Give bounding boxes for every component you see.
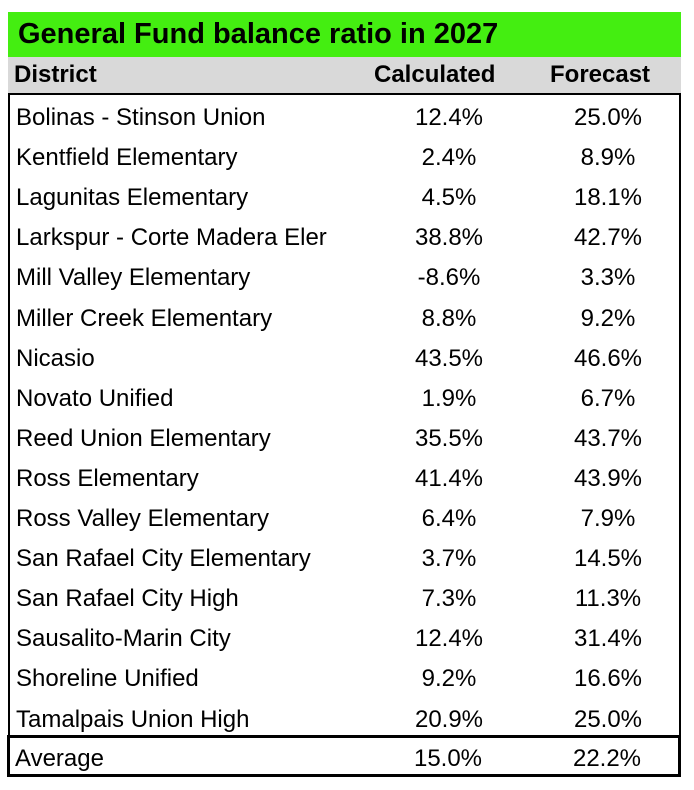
district-cell: Bolinas - Stinson Union — [16, 104, 266, 131]
table-row: San Rafael City Elementary 3.7% 14.5% — [8, 537, 681, 577]
calculated-cell: 35.5% — [414, 424, 484, 452]
average-label: Average — [15, 745, 104, 772]
forecast-cell: 14.5% — [573, 545, 643, 573]
district-cell: San Rafael City High — [16, 585, 239, 613]
calculated-cell: 3.7% — [421, 545, 477, 573]
table-row: Novato Unified 1.9% 6.7% — [8, 377, 681, 417]
table-row: Kentfield Elementary 2.4% 8.9% — [8, 136, 681, 176]
forecast-cell: 43.7% — [573, 424, 643, 452]
table-row: Lagunitas Elementary 4.5% 18.1% — [8, 176, 681, 216]
average-forecast: 22.2% — [572, 745, 642, 772]
table-row: Larkspur - Corte Madera Eler 38.8% 42.7% — [8, 216, 681, 256]
average-calculated: 15.0% — [413, 745, 483, 772]
table-row: Miller Creek Elementary 8.8% 9.2% — [8, 297, 681, 337]
calculated-cell: 6.4% — [421, 505, 477, 532]
calculated-cell: 4.5% — [421, 184, 477, 212]
calculated-cell: 38.8% — [414, 224, 484, 252]
district-cell: Sausalito-Marin City — [16, 625, 231, 653]
calculated-cell: 1.9% — [421, 384, 477, 412]
calculated-cell: 20.9% — [414, 705, 484, 733]
calculated-cell: 12.4% — [414, 104, 484, 131]
table-row: Mill Valley Elementary -8.6% 3.3% — [8, 256, 681, 296]
header-district: District — [14, 61, 97, 88]
header-row: District Calculated Forecast — [8, 57, 681, 93]
district-cell: Reed Union Elementary — [16, 424, 271, 452]
forecast-cell: 3.3% — [580, 264, 636, 292]
table-row: Nicasio 43.5% 46.6% — [8, 337, 681, 377]
district-cell: Mill Valley Elementary — [16, 264, 251, 292]
forecast-cell: 11.3% — [574, 585, 642, 613]
forecast-cell: 7.9% — [580, 505, 636, 532]
forecast-cell: 31.4% — [573, 625, 643, 653]
header-calculated: Calculated — [374, 61, 496, 88]
district-cell: Novato Unified — [16, 384, 174, 412]
district-cell: Shoreline Unified — [16, 665, 199, 693]
table-row: Ross Valley Elementary 6.4% 7.9% — [8, 497, 681, 537]
table-row: Sausalito-Marin City 12.4% 31.4% — [8, 617, 681, 657]
forecast-cell: 16.6% — [573, 665, 643, 693]
district-cell: Lagunitas Elementary — [16, 184, 249, 212]
average-row: Average 15.0% 22.2% — [7, 735, 681, 777]
forecast-cell: 9.2% — [580, 304, 636, 332]
forecast-cell: 18.1% — [573, 184, 643, 212]
district-cell: San Rafael City Elementary — [16, 545, 311, 573]
table-row: Reed Union Elementary 35.5% 43.7% — [8, 417, 681, 457]
calculated-cell: 43.5% — [414, 344, 484, 372]
district-cell: Ross Elementary — [16, 464, 199, 492]
calculated-cell: 7.3% — [421, 585, 477, 613]
forecast-cell: 8.9% — [580, 144, 636, 172]
district-cell: Larkspur - Corte Madera Eler — [16, 224, 327, 252]
calculated-cell: 41.4% — [414, 464, 484, 492]
table-title: General Fund balance ratio in 2027 — [18, 18, 499, 50]
table-row: Bolinas - Stinson Union 12.4% 25.0% — [8, 96, 681, 136]
forecast-cell: 46.6% — [573, 344, 643, 372]
calculated-cell: 12.4% — [414, 625, 484, 653]
header-forecast: Forecast — [550, 61, 651, 88]
district-cell: Nicasio — [16, 344, 95, 372]
forecast-cell: 25.0% — [573, 104, 643, 131]
table-row: Shoreline Unified 9.2% 16.6% — [8, 657, 681, 697]
district-cell: Tamalpais Union High — [16, 705, 250, 733]
forecast-cell: 6.7% — [580, 384, 636, 412]
district-cell: Miller Creek Elementary — [16, 304, 273, 332]
district-cell: Ross Valley Elementary — [16, 505, 269, 532]
table-row: San Rafael City High 7.3% 11.3% — [8, 577, 681, 617]
forecast-cell: 42.7% — [573, 224, 643, 252]
forecast-cell: 25.0% — [573, 705, 643, 733]
calculated-cell: 8.8% — [421, 304, 477, 332]
calculated-cell: -8.6% — [417, 264, 481, 292]
calculated-cell: 2.4% — [421, 144, 477, 172]
district-cell: Kentfield Elementary — [16, 144, 238, 172]
title-bar: General Fund balance ratio in 2027 — [8, 12, 681, 57]
table-row: Tamalpais Union High 20.9% 25.0% — [8, 698, 681, 738]
table-row: Ross Elementary 41.4% 43.9% — [8, 457, 681, 497]
forecast-cell: 43.9% — [573, 464, 643, 492]
calculated-cell: 9.2% — [421, 665, 477, 693]
table-border — [8, 93, 681, 736]
